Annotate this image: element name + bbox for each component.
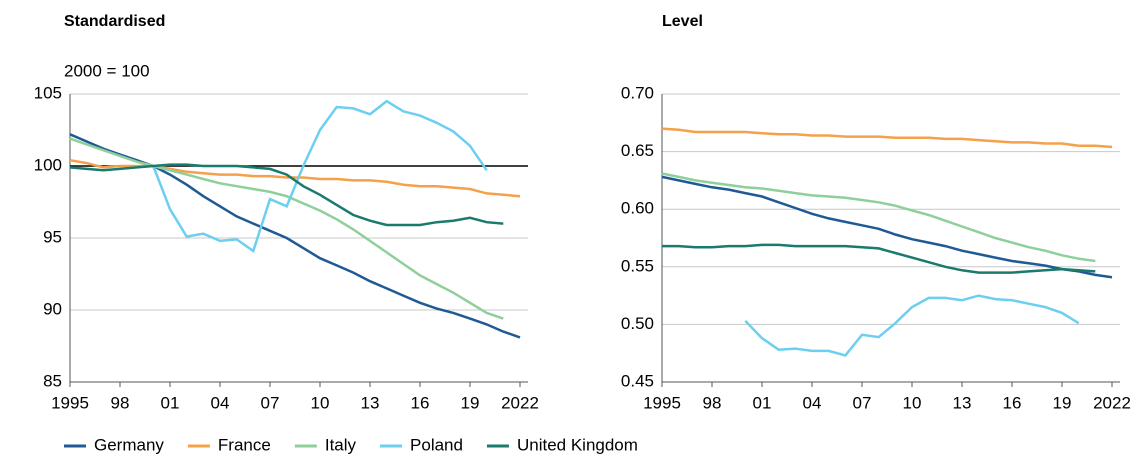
- x-tick-label: 10: [903, 393, 922, 412]
- y-tick-label: 0.65: [621, 141, 654, 160]
- x-tick-label: 98: [703, 393, 722, 412]
- x-tick-label: 19: [1053, 393, 1072, 412]
- x-tick-label: 10: [311, 393, 330, 412]
- x-tick-label: 04: [211, 393, 230, 412]
- chart-subtitle: 2000 = 100: [64, 61, 150, 80]
- x-tick-label: 01: [161, 393, 180, 412]
- data-line: [69, 137, 504, 320]
- x-tick-label: 07: [261, 393, 280, 412]
- y-tick-label: 95: [43, 227, 62, 246]
- x-tick-label: 01: [753, 393, 772, 412]
- x-tick-label: 07: [853, 393, 872, 412]
- chart-title: Standardised: [64, 13, 165, 30]
- y-tick-label: 0.60: [621, 199, 654, 218]
- y-tick-label: 0.45: [621, 371, 654, 390]
- x-tick-label: 1995: [643, 393, 681, 412]
- x-tick-label: 13: [361, 393, 380, 412]
- chart-title: Level: [662, 13, 703, 30]
- x-tick-label: 13: [953, 393, 972, 412]
- legend-label: United Kingdom: [517, 435, 638, 454]
- data-line: [661, 172, 1096, 263]
- x-tick-label: 16: [411, 393, 430, 412]
- data-line: [69, 163, 504, 227]
- data-line: [662, 243, 1096, 274]
- data-line: [661, 175, 1113, 279]
- y-tick-label: 0.70: [621, 83, 654, 102]
- legend-label: Poland: [410, 435, 463, 454]
- x-tick-label: 2022: [1093, 393, 1131, 412]
- legend-label: Italy: [325, 435, 357, 454]
- x-tick-label: 16: [1003, 393, 1022, 412]
- legend-label: France: [218, 435, 271, 454]
- y-tick-label: 85: [43, 371, 62, 390]
- x-tick-label: 1995: [51, 393, 89, 412]
- y-tick-label: 100: [34, 155, 62, 174]
- data-line: [661, 127, 1113, 149]
- x-tick-label: 19: [461, 393, 480, 412]
- x-tick-label: 2022: [501, 393, 539, 412]
- x-tick-label: 04: [803, 393, 822, 412]
- y-tick-label: 0.55: [621, 256, 654, 275]
- y-tick-label: 0.50: [621, 314, 654, 333]
- y-tick-label: 90: [43, 299, 62, 318]
- legend-label: Germany: [94, 435, 164, 454]
- data-line: [744, 294, 1080, 357]
- data-line: [152, 99, 488, 253]
- y-tick-label: 105: [34, 83, 62, 102]
- x-tick-label: 98: [111, 393, 130, 412]
